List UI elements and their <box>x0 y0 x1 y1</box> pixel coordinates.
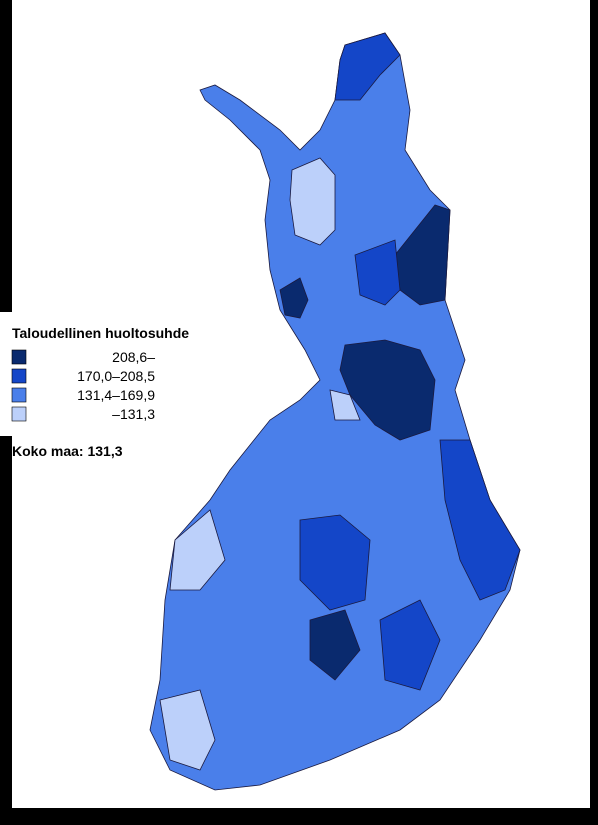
footer: Aluejako 1.1.2011 mukainen – 336 kuntaa <box>38 805 299 821</box>
region <box>299 514 371 611</box>
legend-label: 170,0–208,5 <box>77 368 155 384</box>
legend: 208,6– 170,0–208,5 131,4–169,9 –131,3 <box>11 349 155 422</box>
region <box>279 277 309 319</box>
region <box>169 509 226 591</box>
region <box>379 599 441 691</box>
region <box>439 439 521 601</box>
legend-label: 131,4–169,9 <box>77 387 155 403</box>
frame <box>0 436 12 825</box>
legend-swatch <box>11 349 27 365</box>
region <box>329 389 361 421</box>
region <box>339 339 436 441</box>
region <box>354 239 401 306</box>
legend-swatch <box>11 406 27 422</box>
frame <box>590 0 598 825</box>
region <box>159 689 216 771</box>
legend-swatch <box>11 387 27 403</box>
frame <box>0 0 12 312</box>
legend-title: Taloudellinen huoltosuhde <box>12 325 189 341</box>
frame <box>0 808 598 825</box>
legend-swatch <box>11 368 27 384</box>
legend-label: –131,3 <box>112 406 155 422</box>
region <box>289 157 336 246</box>
total: Koko maa: 131,3 <box>12 443 123 459</box>
region <box>309 609 361 681</box>
legend-label: 208,6– <box>112 349 155 365</box>
region <box>334 32 401 101</box>
regions <box>149 32 521 791</box>
